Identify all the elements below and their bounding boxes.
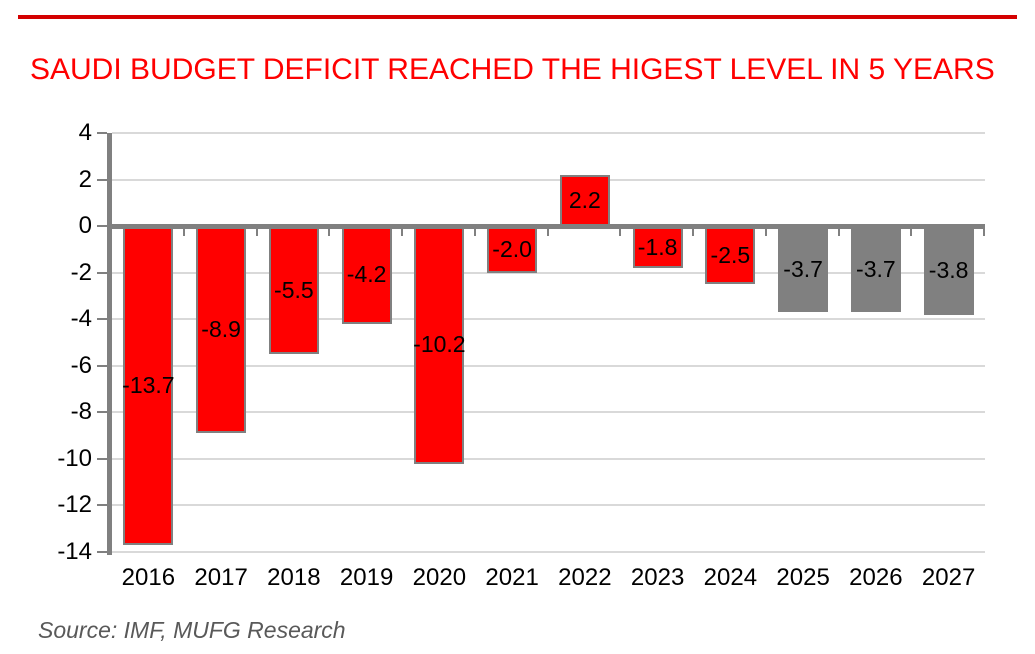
bar-value-label: -10.2 (413, 331, 466, 358)
bar-value-label: -13.7 (122, 372, 175, 399)
x-axis-label-2021: 2021 (485, 564, 539, 591)
bar-value-label: -2.5 (710, 241, 751, 268)
x-axis-tick (182, 228, 185, 237)
bar-value-label: -2.0 (492, 235, 532, 262)
y-axis-tick-label: 0 (78, 212, 92, 240)
y-axis-tick (97, 457, 107, 460)
x-axis-tick (692, 228, 694, 237)
y-axis-tick (97, 504, 107, 507)
x-axis-tick (473, 228, 476, 237)
gridline (112, 178, 985, 181)
x-axis-tick (910, 228, 913, 237)
x-axis-label-2020: 2020 (412, 564, 467, 591)
bar-2019 (341, 226, 392, 324)
bar-value-label: -3.7 (783, 255, 823, 282)
source-note: Source: IMF, MUFG Research (38, 617, 346, 643)
top-accent-rule (18, 15, 1017, 19)
x-axis-tick (328, 228, 331, 237)
x-axis-label-2024: 2024 (703, 564, 758, 591)
y-axis-tick-label: 2 (78, 165, 92, 193)
x-axis-label-2026: 2026 (849, 564, 903, 591)
y-axis-line (107, 133, 112, 555)
x-axis-label-2022: 2022 (558, 564, 612, 591)
y-axis-tick (97, 411, 107, 414)
y-axis-tick (97, 132, 107, 134)
y-axis-tick-label: -8 (70, 398, 92, 426)
y-axis-tick-label: -10 (57, 444, 92, 472)
gridline (112, 411, 985, 414)
x-axis-tick (255, 228, 258, 237)
x-axis-line (107, 223, 985, 229)
bar-2023 (632, 226, 683, 268)
bar-2022 (559, 174, 610, 227)
x-axis-label-2016: 2016 (121, 564, 176, 591)
x-axis-label-2019: 2019 (339, 564, 394, 591)
bar-2016 (123, 226, 174, 545)
x-axis-tick (837, 228, 840, 237)
gridline (112, 551, 985, 553)
y-axis-tick-label: 4 (78, 119, 92, 146)
bar-2017 (196, 226, 247, 434)
y-axis-tick (97, 271, 107, 274)
chart-title: SAUDI BUDGET DEFICIT REACHED THE HIGEST … (30, 53, 995, 86)
x-axis-label-2017: 2017 (194, 564, 248, 591)
x-axis-label-2018: 2018 (267, 564, 321, 591)
gridline (112, 132, 985, 134)
bar-value-label: -3.7 (856, 255, 896, 282)
x-axis-tick (764, 228, 767, 237)
x-axis-label-2025: 2025 (776, 564, 830, 591)
y-axis-tick (97, 551, 107, 553)
gridline (112, 271, 985, 274)
y-axis-tick (97, 318, 107, 321)
bar-2026 (850, 226, 901, 313)
bar-value-label: -4.2 (346, 261, 387, 288)
bar-2020 (414, 226, 465, 464)
x-axis-tick (401, 228, 403, 237)
x-axis-tick (546, 228, 549, 237)
gridline (112, 364, 985, 367)
y-axis-tick-label: -14 (57, 538, 92, 565)
bar-value-label: -5.5 (274, 276, 314, 303)
x-axis-label-2027: 2027 (921, 564, 976, 591)
y-axis-tick-label: -4 (70, 305, 92, 333)
bar-2027 (923, 226, 974, 315)
y-axis-tick-label: -12 (57, 491, 92, 519)
x-axis-tick (619, 228, 622, 237)
gridline (112, 457, 985, 460)
gridline (112, 318, 985, 321)
bar-value-label: -3.8 (928, 256, 969, 283)
y-axis-tick (97, 225, 107, 228)
y-axis-tick-label: -2 (70, 258, 92, 286)
bar-value-label: -1.8 (637, 233, 678, 260)
bar-2024 (705, 226, 756, 285)
x-axis-label-2023: 2023 (630, 564, 685, 591)
bar-value-label: 2.2 (568, 186, 601, 213)
y-axis-tick (97, 364, 107, 367)
gridline (112, 504, 985, 507)
x-axis-tick (983, 228, 985, 237)
y-axis-tick-label: -6 (70, 351, 92, 379)
bar-value-label: -8.9 (201, 316, 241, 343)
y-axis-tick (97, 178, 107, 181)
